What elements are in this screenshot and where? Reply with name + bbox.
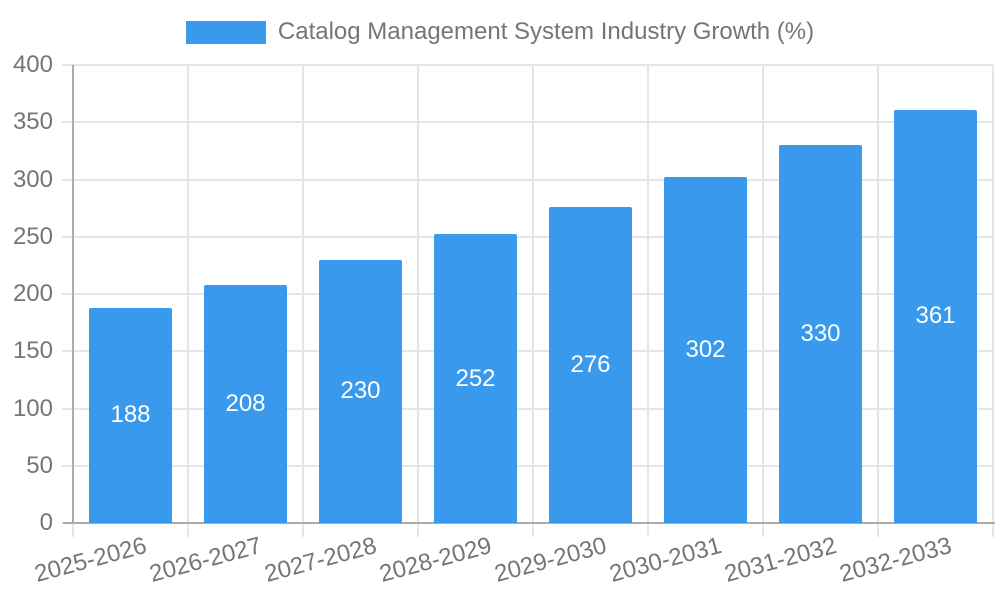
y-axis-line	[72, 65, 74, 523]
y-axis-tick	[62, 121, 73, 124]
x-axis-tick	[72, 524, 74, 537]
bar[interactable]: 230	[319, 259, 402, 523]
y-axis-tick-label: 200	[12, 280, 53, 307]
gridline-vertical	[762, 65, 764, 523]
x-axis-tick-label: 2031-2032	[721, 532, 840, 588]
bar-value-label: 276	[570, 350, 611, 378]
y-axis-tick-label: 50	[26, 451, 53, 479]
bar-value-label: 302	[685, 336, 726, 364]
gridline-vertical	[532, 65, 534, 523]
x-axis-tick-label: 2032-2033	[836, 532, 955, 588]
gridline-vertical	[647, 65, 649, 523]
x-axis-tick-label: 2030-2031	[606, 532, 725, 588]
bar-value-label: 188	[110, 401, 151, 429]
y-axis-tick	[62, 407, 73, 410]
y-axis-tick	[62, 464, 73, 467]
bar[interactable]: 361	[894, 109, 977, 523]
bar[interactable]: 330	[779, 145, 862, 523]
y-axis-tick	[62, 293, 73, 295]
bar[interactable]: 302	[664, 177, 747, 523]
x-axis-line	[63, 522, 995, 524]
y-axis-tick	[62, 350, 73, 353]
y-axis-tick-label: 300	[12, 165, 53, 193]
y-axis-tick	[62, 178, 73, 181]
x-axis-tick-label: 2027-2028	[261, 532, 380, 588]
bar[interactable]: 208	[204, 284, 287, 523]
bar-value-label: 208	[225, 389, 266, 417]
y-axis-tick-label: 350	[12, 108, 53, 136]
x-axis-tick	[762, 524, 764, 537]
bar[interactable]: 252	[434, 234, 517, 523]
y-axis-tick-label: 150	[12, 337, 53, 365]
x-axis-tick	[647, 524, 649, 537]
x-axis-tick	[302, 524, 304, 537]
legend-label: Catalog Management System Industry Growt…	[277, 18, 815, 45]
bar-value-label: 330	[800, 320, 841, 348]
x-axis-tick-label: 2029-2030	[491, 532, 610, 588]
x-axis-tick-label: 2025-2026	[31, 532, 150, 588]
gridline-vertical	[417, 65, 419, 523]
x-axis-tick	[992, 524, 994, 537]
x-axis-tick	[877, 524, 879, 537]
gridline-vertical	[877, 65, 879, 523]
gridline-vertical	[302, 65, 304, 523]
legend-swatch-icon	[185, 20, 266, 44]
y-axis-tick	[62, 64, 73, 66]
y-axis-tick-label: 400	[12, 51, 53, 78]
x-axis-tick	[417, 524, 419, 537]
y-axis-tick	[62, 235, 73, 238]
x-axis-tick-label: 2026-2027	[146, 532, 265, 588]
plot-area: 188 208 230 252 276 302 330 361	[62, 64, 995, 537]
bar[interactable]: 276	[549, 206, 632, 523]
x-axis-tick	[532, 524, 534, 537]
legend[interactable]: Catalog Management System Industry Growt…	[0, 18, 1000, 46]
gridline-vertical	[187, 65, 189, 523]
bar[interactable]: 188	[89, 307, 172, 523]
x-axis-tick-label: 2028-2029	[376, 532, 495, 588]
y-axis-tick-label: 100	[12, 394, 53, 422]
x-axis-tick	[187, 524, 189, 537]
y-axis-tick-label: 250	[12, 222, 53, 250]
bar-value-label: 230	[340, 377, 381, 405]
gridline-vertical	[992, 65, 994, 523]
bar-value-label: 361	[915, 302, 956, 330]
bar-value-label: 252	[455, 364, 496, 392]
y-axis-tick-label: 0	[39, 509, 53, 536]
